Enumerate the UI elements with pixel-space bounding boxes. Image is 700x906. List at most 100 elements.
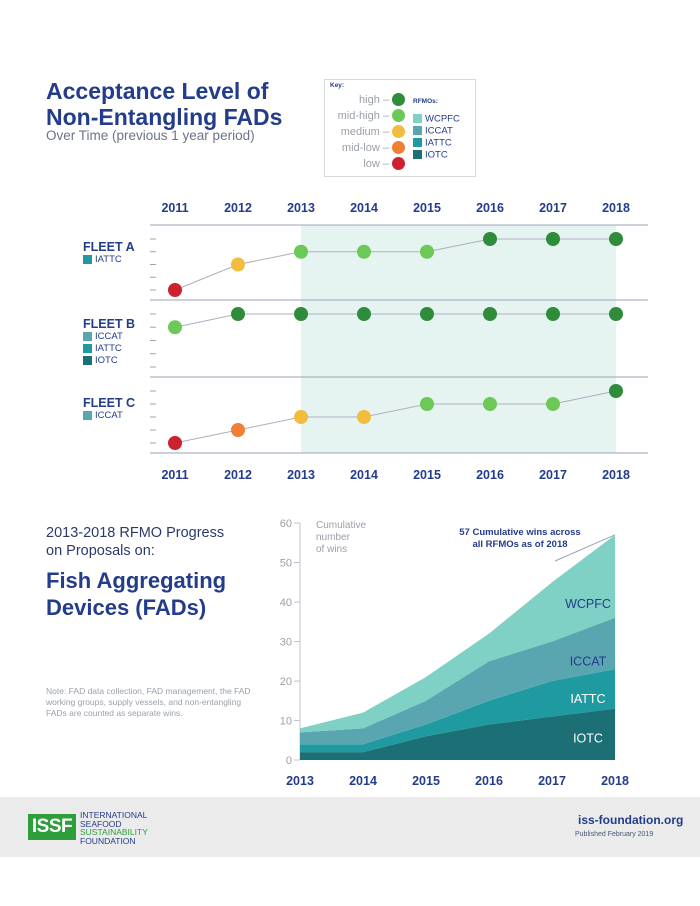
fleet-rfmo-label: IATTC xyxy=(95,343,122,354)
published-date: Published February 2019 xyxy=(575,831,654,838)
x-tick-label: 2015 xyxy=(412,774,440,788)
x-tick-label: 2017 xyxy=(538,774,566,788)
rfmo-swatch xyxy=(83,254,92,264)
highlight-band xyxy=(301,225,616,453)
org-line: SUSTAINABILITY xyxy=(80,827,148,838)
fleet-rfmo-row: ICCAT xyxy=(83,410,135,422)
fleet-point xyxy=(294,410,308,424)
fleet-point xyxy=(546,232,560,246)
org-line: FOUNDATION xyxy=(80,835,136,846)
footnote: Note: FAD data collection, FAD managemen… xyxy=(46,686,251,718)
fleet-point xyxy=(231,423,245,437)
fleet-point xyxy=(231,307,245,321)
key-level-label: mid-high – xyxy=(337,110,389,122)
fleet-point xyxy=(168,283,182,297)
fleet-point xyxy=(483,307,497,321)
fleet-rfmo-label: ICCAT xyxy=(95,410,123,421)
title-line: Non-Entangling FADs xyxy=(46,104,283,130)
area-series xyxy=(300,708,615,760)
y-tick-label: 30 xyxy=(280,637,292,649)
fleet-point xyxy=(609,307,623,321)
rfmo-swatch xyxy=(413,150,422,160)
year-label-bottom: 2018 xyxy=(602,468,630,482)
cumulative-wins-chart: 0 10 20 30 40 50 60 IOTC IATTC ICCAT WCPFC Cumulati… xyxy=(280,518,629,788)
y-tick-label: 0 xyxy=(286,755,292,767)
section2-title-line: Fish Aggregating xyxy=(46,568,227,593)
fleet-rfmo-label: IOTC xyxy=(95,355,118,366)
fleet-point xyxy=(420,244,434,259)
y-tick-label: 10 xyxy=(280,716,292,728)
annotation: 57 Cumulative wins across xyxy=(459,527,580,538)
fleet-name: FLEET B xyxy=(83,317,136,331)
key-level-dot xyxy=(392,109,405,122)
fleet-point xyxy=(420,307,434,321)
fleet-point xyxy=(294,307,308,321)
x-tick-label: 2014 xyxy=(349,774,377,788)
year-label-top: 2016 xyxy=(476,201,504,215)
fleet-point xyxy=(609,384,623,398)
series-label: ICCAT xyxy=(570,654,607,668)
x-tick-label: 2013 xyxy=(286,774,314,788)
fleet-point xyxy=(168,436,182,450)
area-series xyxy=(300,669,615,753)
key-header: Key: xyxy=(330,82,345,89)
year-label-bottom: 2011 xyxy=(161,468,188,482)
fleet-label-group: FLEET C ICCAT xyxy=(83,396,135,422)
fleet-point xyxy=(483,397,497,411)
key-rfmo-row: IOTC xyxy=(413,146,448,160)
org-line: SEAFOOD xyxy=(80,818,122,829)
rfmo-swatch xyxy=(83,355,92,365)
key-level-label: medium – xyxy=(340,126,389,138)
year-label-top: 2018 xyxy=(602,201,630,215)
fleet-rfmo-label: IATTC xyxy=(95,254,122,265)
fleet-name: FLEET A xyxy=(83,240,135,254)
fleet-rfmo-row: IOTC xyxy=(83,355,135,367)
fleet-line xyxy=(174,313,616,328)
fleet-rfmo-row: IATTC xyxy=(83,254,135,266)
fleet-rfmo-row: IATTC xyxy=(83,343,135,355)
fleet-point xyxy=(357,307,371,321)
series-label: IATTC xyxy=(570,692,605,706)
key-level-row: high – xyxy=(325,93,405,109)
key-level-row: low – xyxy=(325,157,405,173)
fleet-rfmo-label: ICCAT xyxy=(95,331,123,342)
y-tick-label: 60 xyxy=(280,518,292,530)
key-level-row: medium – xyxy=(325,125,405,141)
rfmo-swatch xyxy=(413,126,422,136)
year-label-bottom: 2012 xyxy=(224,468,252,482)
fleet-name: FLEET C xyxy=(83,396,136,410)
y-tick-label: 50 xyxy=(280,558,292,570)
fleet-label-group: FLEET B ICCAT IATTC IOTC xyxy=(83,317,135,367)
year-label-bottom: 2013 xyxy=(287,468,315,482)
rfmo-swatch xyxy=(413,138,422,148)
rfmo-swatch xyxy=(413,114,422,124)
key-level-dot xyxy=(392,141,405,154)
org-line: INTERNATIONAL xyxy=(80,810,148,820)
fleet-acceptance-chart: 2011 2011 2012 2012 2013 2013 2014 2014 2015 2015… xyxy=(150,201,648,482)
key-rfmo-row: WCPFC xyxy=(413,110,460,125)
key-level-dot xyxy=(392,93,405,106)
key-level-label: mid-low – xyxy=(341,142,389,154)
page-title: Acceptance Level of Non-Entangling FADs xyxy=(46,78,282,130)
year-label-bottom: 2017 xyxy=(539,468,567,482)
y-axis-label: Cumulative xyxy=(316,520,366,531)
rfmo-label: WCPFC xyxy=(425,113,460,125)
year-label-top: 2014 xyxy=(350,201,378,215)
fleet-line xyxy=(174,390,617,444)
website-link[interactable]: iss-foundation.org xyxy=(578,813,684,827)
year-label-bottom: 2014 xyxy=(350,468,378,482)
y-tick-label: 20 xyxy=(280,676,292,688)
key-level-row: mid-high – xyxy=(325,109,405,125)
key-level-dot xyxy=(392,157,405,170)
y-axis-label: number xyxy=(316,532,351,543)
section2-subtitle: 2013-2018 RFMO Progress on Proposals on: xyxy=(46,524,224,560)
fleet-point xyxy=(546,397,560,411)
rfmo-label: ICCAT xyxy=(425,125,453,137)
legend-key: Key: high – mid-high – medium – mid-low – lo… xyxy=(324,79,476,177)
annotation-leader xyxy=(554,534,616,562)
year-label-top: 2011 xyxy=(161,201,188,215)
key-level-label: high – xyxy=(359,94,389,106)
annotation: all RFMOs as of 2018 xyxy=(472,539,567,550)
year-label-top: 2012 xyxy=(224,201,252,215)
fleet-point xyxy=(357,244,371,259)
